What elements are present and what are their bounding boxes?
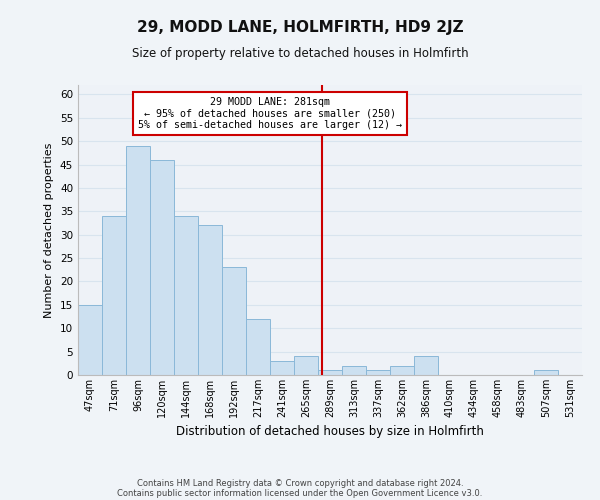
Text: 29 MODD LANE: 281sqm
← 95% of detached houses are smaller (250)
5% of semi-detac: 29 MODD LANE: 281sqm ← 95% of detached h… [138, 96, 402, 130]
Text: Contains HM Land Registry data © Crown copyright and database right 2024.: Contains HM Land Registry data © Crown c… [137, 478, 463, 488]
Bar [174, 216, 198, 375]
Bar [78, 305, 102, 375]
Bar [414, 356, 438, 375]
Bar [318, 370, 342, 375]
Bar [534, 370, 558, 375]
Text: 29, MODD LANE, HOLMFIRTH, HD9 2JZ: 29, MODD LANE, HOLMFIRTH, HD9 2JZ [137, 20, 463, 35]
X-axis label: Distribution of detached houses by size in Holmfirth: Distribution of detached houses by size … [176, 426, 484, 438]
Bar [222, 268, 246, 375]
Bar [102, 216, 126, 375]
Bar [126, 146, 150, 375]
Bar [198, 226, 222, 375]
Bar [366, 370, 390, 375]
Bar [294, 356, 318, 375]
Text: Contains public sector information licensed under the Open Government Licence v3: Contains public sector information licen… [118, 488, 482, 498]
Bar [150, 160, 174, 375]
Y-axis label: Number of detached properties: Number of detached properties [44, 142, 55, 318]
Bar [342, 366, 366, 375]
Bar [390, 366, 414, 375]
Bar [246, 319, 270, 375]
Bar [270, 361, 294, 375]
Text: Size of property relative to detached houses in Holmfirth: Size of property relative to detached ho… [131, 48, 469, 60]
